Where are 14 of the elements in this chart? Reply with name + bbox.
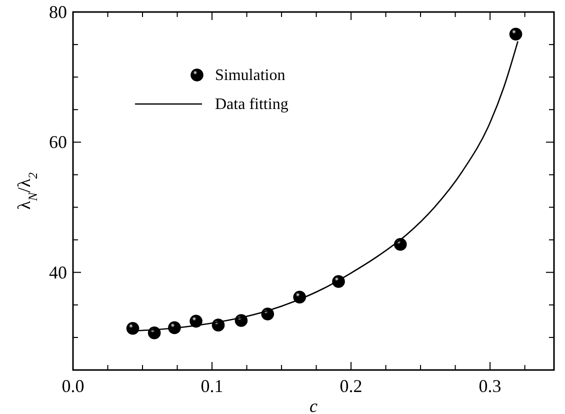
point bbox=[148, 326, 161, 340]
point bbox=[190, 314, 202, 328]
x-tick-label: 0.2 bbox=[340, 376, 362, 396]
point bbox=[509, 28, 522, 41]
y-tick-label: 40 bbox=[49, 262, 67, 282]
x-tick-label: 0.0 bbox=[62, 376, 84, 396]
y-tick-label: 60 bbox=[49, 132, 67, 152]
y-tick-label: 80 bbox=[49, 2, 67, 22]
x-tick-label: 0.1 bbox=[200, 376, 224, 396]
x-axis-title: c bbox=[310, 396, 318, 414]
legend-label: Simulation bbox=[215, 67, 286, 84]
legend-label: Data fitting bbox=[215, 96, 288, 113]
point bbox=[261, 308, 274, 320]
x-tick-label: 0.3 bbox=[478, 376, 502, 396]
